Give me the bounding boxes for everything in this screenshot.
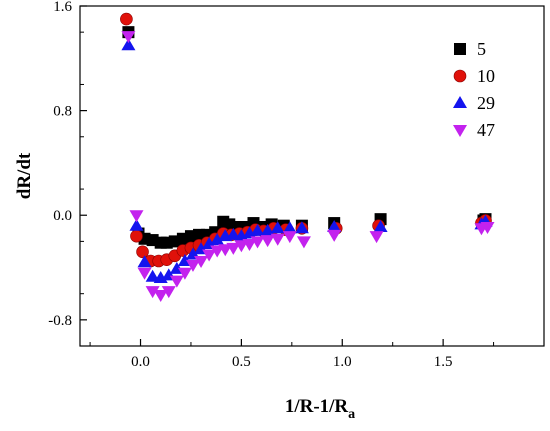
data-point <box>250 223 265 236</box>
data-point <box>136 245 149 259</box>
data-point <box>145 286 160 299</box>
data-point <box>145 269 160 282</box>
data-point <box>373 220 388 232</box>
data-point <box>282 231 297 244</box>
data-point <box>260 235 275 248</box>
x-axis-title-subscript: a <box>348 407 355 422</box>
legend-marker <box>453 69 467 83</box>
data-point <box>234 240 249 253</box>
data-point <box>480 222 495 234</box>
data-point <box>185 259 200 272</box>
data-point <box>121 38 136 51</box>
data-point <box>129 218 144 231</box>
legend-marker <box>453 96 467 108</box>
data-point <box>369 231 384 244</box>
data-point <box>226 227 241 240</box>
y-tick-label: 1.6 <box>53 0 72 15</box>
x-tick-label: 1.0 <box>333 354 352 370</box>
y-tick-label: 0.8 <box>53 104 72 120</box>
data-point <box>120 12 133 26</box>
data-point <box>294 221 309 234</box>
data-point <box>153 290 168 302</box>
data-point <box>177 267 192 280</box>
x-tick-label: 0.0 <box>131 354 150 370</box>
data-point <box>218 244 233 257</box>
x-axis-title: 1/R-1/Ra <box>285 396 355 422</box>
data-point <box>210 233 225 246</box>
x-tick-label: 0.5 <box>232 354 251 370</box>
series-5 <box>122 26 492 249</box>
data-point <box>210 245 225 258</box>
data-point <box>130 229 143 243</box>
legend-marker <box>454 43 466 55</box>
data-point <box>270 221 285 234</box>
data-points <box>120 12 495 302</box>
series-47 <box>121 31 495 302</box>
y-tick-label: 0.0 <box>53 208 72 224</box>
data-point <box>270 233 285 246</box>
y-axis-title: dR/dt <box>14 152 35 199</box>
data-point <box>242 239 257 251</box>
data-point <box>121 31 136 44</box>
data-point <box>169 275 184 288</box>
data-point <box>226 242 241 255</box>
x-tick-label: 1.5 <box>434 354 453 370</box>
legend-label: 29 <box>477 93 495 113</box>
legend-label: 5 <box>477 39 486 59</box>
x-axis-title-main: 1/R-1/R <box>285 396 349 417</box>
data-point <box>161 286 176 299</box>
plot-frame <box>79 5 545 347</box>
y-axis-ticks: 1.6 0.8 0.0 -0.8 <box>48 0 87 347</box>
data-point <box>202 249 217 262</box>
legend-label: 47 <box>477 120 495 140</box>
data-point <box>282 221 297 234</box>
data-point <box>250 236 265 249</box>
x-axis-ticks: 0.0 0.5 1.0 1.5 <box>89 339 495 370</box>
data-point <box>327 220 342 232</box>
data-point <box>296 236 311 249</box>
data-point <box>137 255 152 268</box>
legend-label: 10 <box>477 66 495 86</box>
data-point <box>327 229 342 242</box>
data-point <box>137 267 152 280</box>
data-point <box>129 210 144 223</box>
data-point <box>194 256 209 268</box>
legend: 5 10 29 47 <box>453 39 495 140</box>
legend-marker <box>453 125 467 137</box>
y-tick-label: -0.8 <box>48 313 72 329</box>
